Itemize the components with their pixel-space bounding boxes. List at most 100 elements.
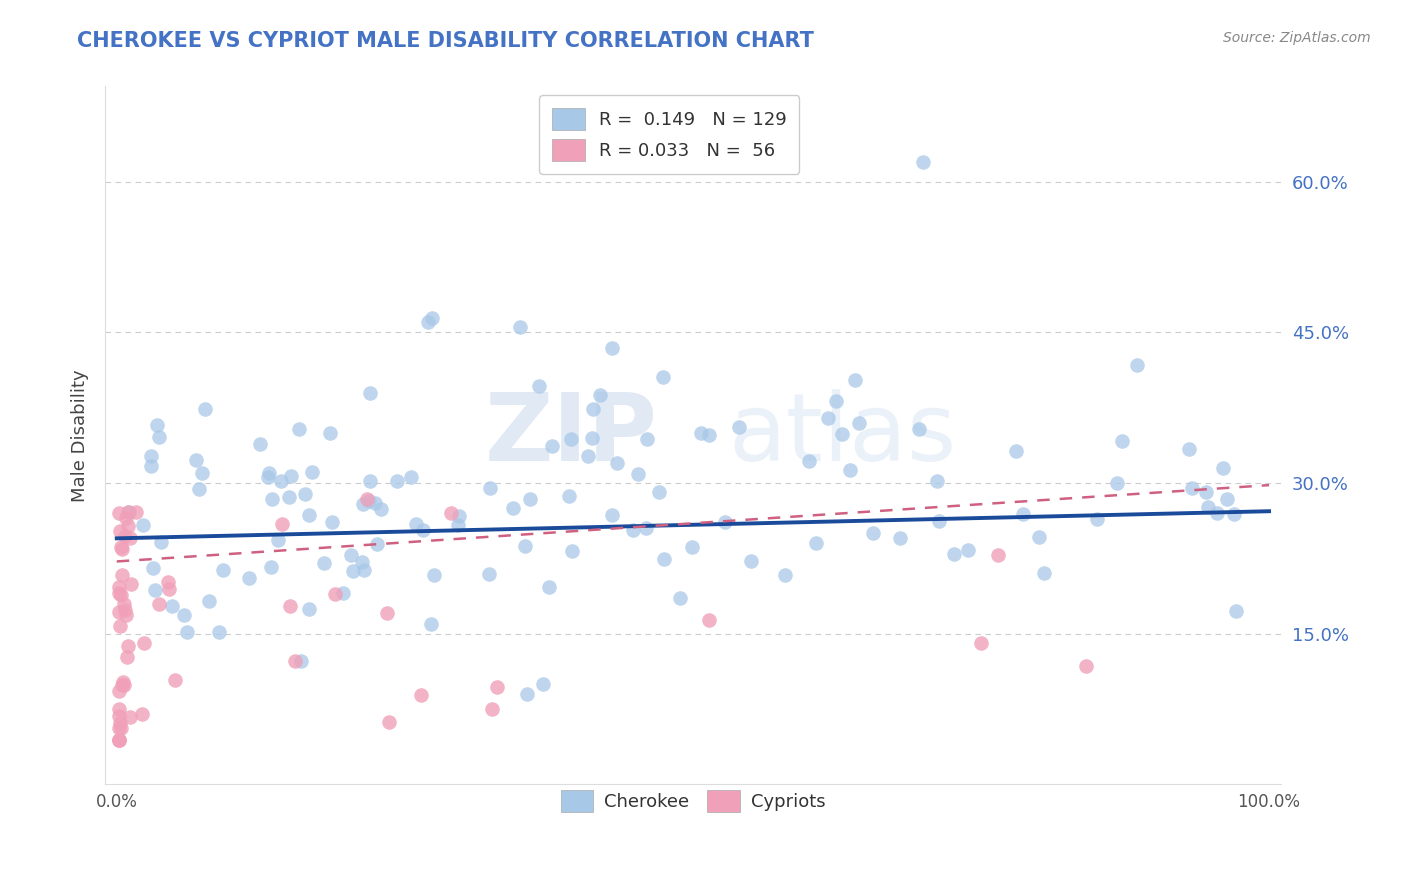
Point [582, 402, 605, 417]
Legend: Cherokee, Cypriots: Cherokee, Cypriots [548, 777, 838, 824]
Point [117, 505, 139, 519]
Point [907, 422, 929, 436]
Point [912, 154, 935, 169]
Point [560, 432, 582, 446]
Point [142, 561, 165, 575]
Point [131, 706, 153, 721]
Point [357, 494, 380, 508]
Point [697, 428, 720, 442]
Text: atlas: atlas [728, 390, 956, 482]
Point [238, 571, 260, 585]
Point [352, 497, 374, 511]
Point [634, 521, 657, 535]
Point [1195, 485, 1218, 500]
Point [259, 559, 281, 574]
Point [370, 501, 392, 516]
Point [1005, 444, 1028, 458]
Text: ZIP: ZIP [485, 390, 658, 482]
Point [353, 563, 375, 577]
Point [1105, 475, 1128, 490]
Point [817, 410, 839, 425]
Point [401, 469, 423, 483]
Point [297, 508, 319, 522]
Point [108, 709, 131, 723]
Point [478, 566, 501, 581]
Point [112, 678, 135, 692]
Point [323, 587, 346, 601]
Point [288, 422, 311, 436]
Point [271, 517, 294, 532]
Point [321, 516, 343, 530]
Point [284, 654, 307, 668]
Point [502, 501, 524, 516]
Point [364, 496, 387, 510]
Point [278, 491, 301, 505]
Point [108, 585, 131, 599]
Point [1215, 491, 1237, 506]
Point [928, 514, 950, 528]
Point [301, 465, 323, 479]
Point [115, 608, 138, 623]
Point [278, 599, 301, 613]
Point [422, 568, 444, 582]
Point [697, 613, 720, 627]
Point [1032, 566, 1054, 580]
Point [405, 517, 427, 532]
Point [1225, 605, 1247, 619]
Point [385, 474, 408, 488]
Point [600, 341, 623, 355]
Point [332, 586, 354, 600]
Point [132, 635, 155, 649]
Point [531, 677, 554, 691]
Point [117, 649, 139, 664]
Point [143, 583, 166, 598]
Point [110, 619, 132, 633]
Point [267, 533, 290, 547]
Point [319, 426, 342, 441]
Point [176, 624, 198, 639]
Point [111, 678, 134, 692]
Point [108, 506, 131, 520]
Point [157, 575, 180, 590]
Point [108, 581, 131, 595]
Point [844, 373, 866, 387]
Point [108, 732, 131, 747]
Point [411, 689, 433, 703]
Point [115, 511, 138, 525]
Point [110, 716, 132, 731]
Point [799, 453, 821, 467]
Point [509, 320, 531, 334]
Point [889, 531, 911, 545]
Point [690, 425, 713, 440]
Point [280, 469, 302, 483]
Point [447, 508, 470, 523]
Point [114, 529, 136, 543]
Point [259, 466, 281, 480]
Point [360, 475, 382, 489]
Point [848, 417, 870, 431]
Point [537, 580, 560, 594]
Point [298, 601, 321, 615]
Point [561, 544, 583, 558]
Point [775, 567, 797, 582]
Point [108, 684, 131, 698]
Point [186, 452, 208, 467]
Point [117, 518, 139, 533]
Point [513, 539, 536, 553]
Point [110, 721, 132, 735]
Point [120, 532, 142, 546]
Point [125, 505, 148, 519]
Point [294, 486, 316, 500]
Point [970, 636, 993, 650]
Point [120, 576, 142, 591]
Point [198, 594, 221, 608]
Point [1028, 530, 1050, 544]
Point [1126, 358, 1149, 372]
Point [600, 508, 623, 523]
Point [139, 449, 162, 463]
Point [727, 420, 749, 434]
Point [627, 467, 650, 481]
Point [157, 582, 180, 596]
Y-axis label: Male Disability: Male Disability [72, 369, 89, 501]
Point [359, 385, 381, 400]
